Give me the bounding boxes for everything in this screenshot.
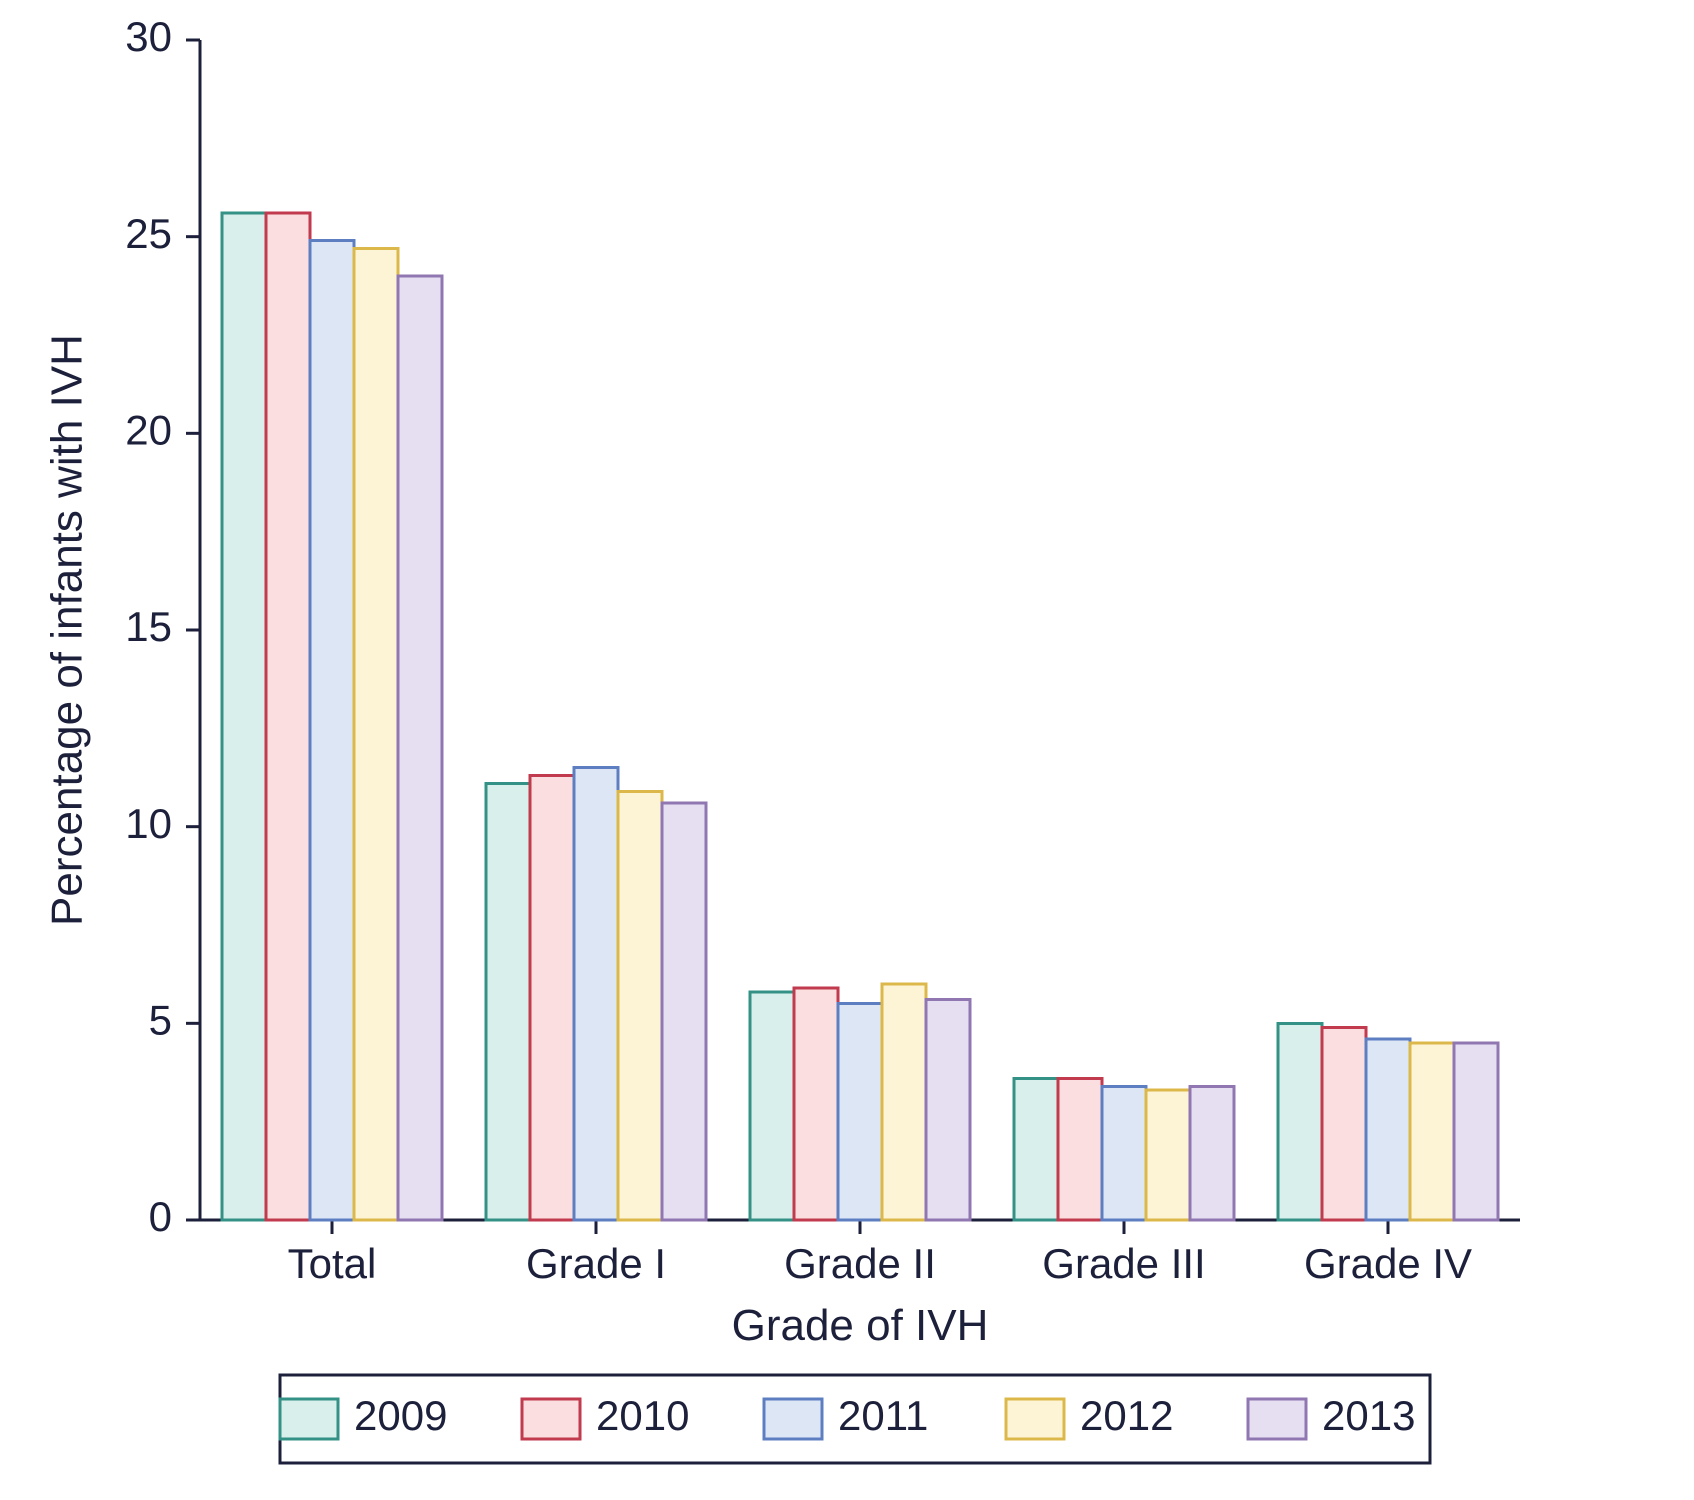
bar [222,213,266,1220]
bar [1454,1043,1498,1220]
x-category-label: Total [288,1240,377,1287]
bar [1058,1078,1102,1220]
legend-swatch [764,1399,822,1439]
bar [266,213,310,1220]
bar [354,248,398,1220]
legend-label: 2009 [354,1392,447,1439]
bar [1410,1043,1454,1220]
y-tick-label: 5 [149,996,172,1043]
x-category-label: Grade II [784,1240,936,1287]
bar [530,776,574,1220]
bar [1190,1086,1234,1220]
bar [882,984,926,1220]
bars [222,213,1498,1220]
y-axis-label: Percentage of infants with IVH [43,334,92,926]
y-tick-label: 10 [125,800,172,847]
legend-label: 2011 [838,1392,928,1439]
y-tick-label: 15 [125,603,172,650]
legend-label: 2013 [1322,1392,1415,1439]
bar [926,1000,970,1220]
bar [574,768,618,1220]
legend-swatch [1006,1399,1064,1439]
y-tick-label: 20 [125,406,172,453]
bar [838,1004,882,1220]
legend: 2009 2010 2011 2012 2013 [280,1375,1430,1463]
bar [486,783,530,1220]
bar [1102,1086,1146,1220]
bar [398,276,442,1220]
bar [618,791,662,1220]
x-axis-label: Grade of IVH [732,1301,989,1350]
y-tick-label: 30 [125,13,172,60]
bar [794,988,838,1220]
bar [1366,1039,1410,1220]
legend-swatch [1248,1399,1306,1439]
bar [1014,1078,1058,1220]
legend-label: 2012 [1080,1392,1173,1439]
legend-swatch [522,1399,580,1439]
bar [1146,1090,1190,1220]
bar [1322,1027,1366,1220]
y-tick-label: 0 [149,1193,172,1240]
x-category-label: Grade I [526,1240,666,1287]
bar [662,803,706,1220]
legend-swatch [280,1399,338,1439]
legend-label: 2010 [596,1392,689,1439]
x-category-label: Grade III [1042,1240,1205,1287]
bar [1278,1023,1322,1220]
bar [750,992,794,1220]
chart-svg: 0 5 10 15 20 25 30 Percentage of infants with I… [0,0,1694,1500]
x-category-label: Grade IV [1304,1240,1472,1287]
chart-root: 0 5 10 15 20 25 30 Percentage of infants with I… [0,0,1694,1500]
y-tick-label: 25 [125,210,172,257]
bar [310,241,354,1220]
